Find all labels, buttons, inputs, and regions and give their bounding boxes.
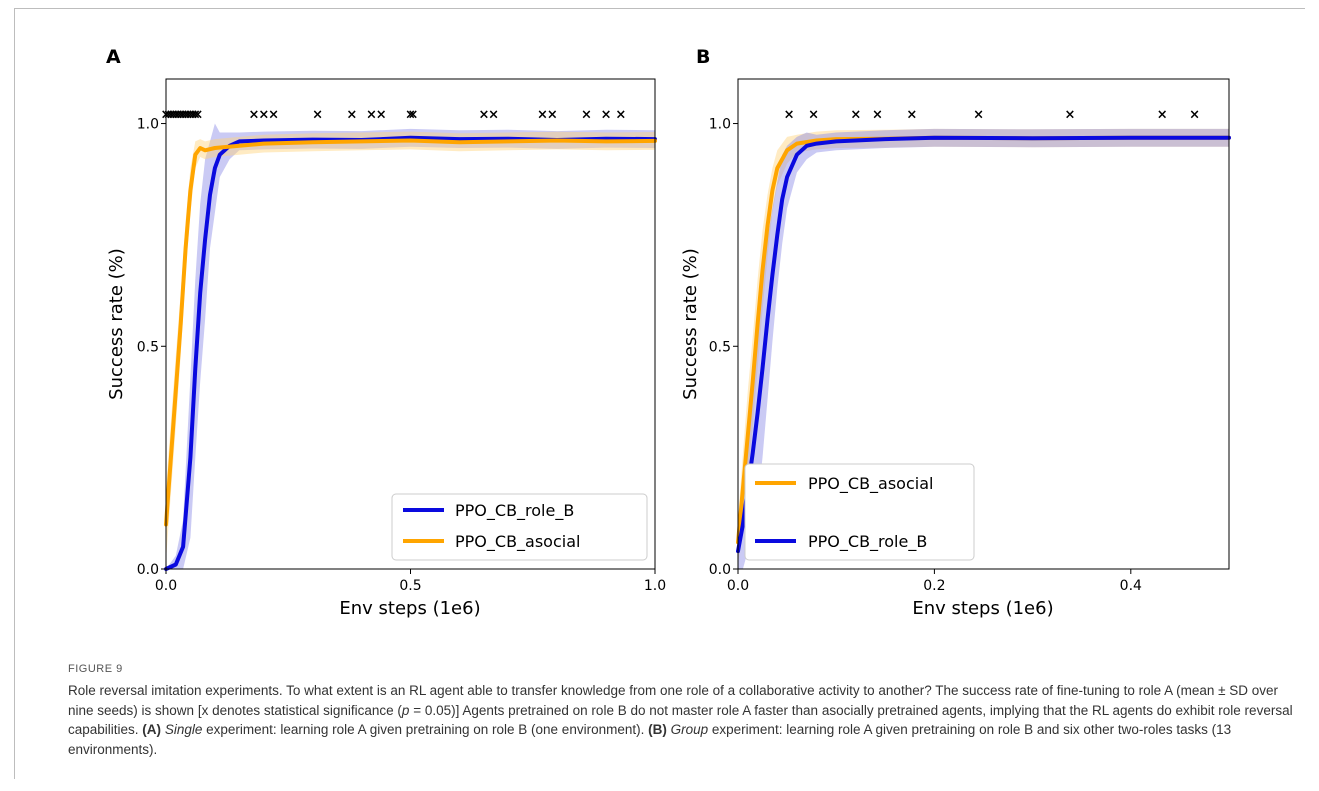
panel-b-legend-label-role-b: PPO_CB_role_B — [808, 532, 927, 552]
panel-a-y-ticks: 0.0 0.5 1.0 — [137, 117, 166, 578]
figure-caption: FIGURE 9 Role reversal imitation experim… — [68, 663, 1298, 759]
panel-b-significance-mark: × — [784, 108, 795, 123]
caption-text: Role reversal imitation experiments. To … — [68, 681, 1298, 759]
panel-a-y-tick-label: 0.0 — [137, 562, 159, 578]
panel-a-significance-mark: × — [180, 108, 191, 123]
panel-b-y-tick-label: 0.5 — [709, 339, 731, 355]
panel-a-significance-mark: × — [185, 108, 196, 123]
panel-a-x-tick-label: 1.0 — [644, 578, 666, 594]
panel-b-significance-mark: × — [808, 108, 819, 123]
panel-a-significance-mark: × — [187, 108, 198, 123]
panel-a-legend: PPO_CB_role_B PPO_CB_asocial — [391, 493, 648, 561]
panel-b-x-axis-label: Env steps (1e6) — [912, 598, 1053, 619]
panel-a-letter: A — [106, 46, 121, 68]
panel-b-significance-mark: × — [906, 108, 917, 123]
panel-a-significance-mark: × — [258, 108, 269, 123]
panel-a-significance-mark: × — [366, 108, 377, 123]
panel-b-significance-mark: × — [1189, 108, 1200, 123]
panel-a-significance-mark: × — [268, 108, 279, 123]
panel-b-axes — [737, 78, 1230, 570]
panel-a-significance-mark: × — [488, 108, 499, 123]
panel-a-significance-mark: × — [165, 108, 176, 123]
panel-b-lines — [736, 135, 1231, 554]
caption-intro: Role reversal imitation experiments. To … — [68, 683, 1279, 718]
panel-b-x-tick-label: 0.2 — [923, 578, 945, 594]
caption-a-emph: Single — [164, 722, 203, 737]
panel-a-significance-mark: × — [346, 108, 357, 123]
panel-a-significance-mark: × — [168, 108, 179, 123]
panel-a-y-axis-label: Success rate (%) — [106, 248, 127, 400]
panel-a-x-tick-label: 0.0 — [155, 578, 177, 594]
panel-a-significance-mark: × — [312, 108, 323, 123]
panel-a-x-axis-label: Env steps (1e6) — [339, 598, 480, 619]
panel-a-line-ppo-cb-asocial — [164, 138, 657, 527]
panel-a-significance-mark: × — [478, 108, 489, 123]
panel-a-significance-mark: × — [173, 108, 184, 123]
caption-b-emph: Group — [670, 722, 709, 737]
panel-a-lines — [164, 135, 657, 571]
panel-b-x-tick-label: 0.0 — [727, 578, 749, 594]
panel-b-significance-mark: × — [1157, 108, 1168, 123]
panel-a-significance-mark: × — [547, 108, 558, 123]
caption-a-tag: (A) — [142, 722, 162, 737]
panel-a-y-tick-label: 0.5 — [137, 339, 159, 355]
panel-b-y-tick-label: 1.0 — [709, 117, 731, 133]
panel-a-legend-label-role-b: PPO_CB_role_B — [455, 501, 574, 521]
panel-b-significance-marks: × × × × × × × × × — [784, 108, 1200, 123]
panel-a-significance-mark: × — [601, 108, 612, 123]
panel-a-legend-label-asocial: PPO_CB_asocial — [455, 532, 580, 552]
panel-a-significance-mark: × — [405, 108, 416, 123]
caption-p-symbol: p — [401, 702, 410, 718]
panel-b-y-ticks: 0.0 0.5 1.0 — [709, 117, 738, 578]
panel-a-significance-mark: × — [376, 108, 387, 123]
panel-b: B × × × × × × × × × 0.0 0.2 0.4 0.0 0.5 1.0 Env step… — [680, 46, 1231, 619]
panel-a-significance-mark: × — [192, 108, 203, 123]
panel-a-significance-mark: × — [407, 108, 418, 123]
panel-a-legend-box — [391, 493, 648, 561]
figure-label: FIGURE 9 — [68, 663, 123, 675]
panel-a-significance-mark: × — [178, 108, 189, 123]
panel-a-significance-mark: × — [537, 108, 548, 123]
figure-frame — [14, 8, 1305, 779]
panel-a-x-ticks: 0.0 0.5 1.0 — [155, 569, 666, 594]
panel-b-significance-mark: × — [872, 108, 883, 123]
panel-a-significance-mark: × — [249, 108, 260, 123]
panel-b-legend-label-asocial: PPO_CB_asocial — [808, 474, 933, 494]
panel-b-legend-box — [744, 463, 975, 561]
panel-a-x-tick-label: 0.5 — [399, 578, 421, 594]
panel-a: A ×××××××××××××× ××× × × ×× ×× ×× ×× × × × 0.0 0.5 1… — [106, 46, 666, 619]
caption-p-value: = 0.05)] Agents pretrained on role B do … — [68, 702, 1293, 738]
caption-b-tag: (B) — [648, 722, 667, 737]
panel-a-significance-mark: × — [183, 108, 194, 123]
caption-b-rest: experiment: learning role A given pretra… — [68, 722, 1232, 757]
caption-a-rest: experiment: learning role A given pretra… — [202, 722, 649, 737]
panel-a-significance-mark: × — [163, 108, 174, 123]
panel-b-x-ticks: 0.0 0.2 0.4 — [727, 569, 1142, 594]
panel-b-line-ppo-cb-role-b — [736, 135, 1231, 554]
panel-b-significance-mark: × — [1064, 108, 1075, 123]
panel-b-x-tick-label: 0.4 — [1120, 578, 1142, 594]
panel-a-significance-mark: × — [170, 108, 181, 123]
panel-a-significance-mark: × — [615, 108, 626, 123]
panel-b-significance-mark: × — [973, 108, 984, 123]
panel-a-y-tick-label: 1.0 — [137, 117, 159, 133]
figure-panels: A ×××××××××××××× ××× × × ×× ×× ×× ×× × × × 0.0 0.5 1… — [106, 46, 1231, 619]
panel-a-significance-mark: × — [190, 108, 201, 123]
panel-b-legend: PPO_CB_asocial PPO_CB_role_B — [744, 463, 975, 561]
panel-a-significance-mark: × — [175, 108, 186, 123]
panel-a-significance-marks: ×××××××××××××× ××× × × ×× ×× ×× ×× × × × — [161, 108, 627, 123]
panel-b-letter: B — [696, 46, 710, 68]
panel-b-y-axis-label: Success rate (%) — [680, 248, 701, 400]
panel-b-significance-mark: × — [850, 108, 861, 123]
panel-b-y-tick-label: 0.0 — [709, 562, 731, 578]
panel-a-significance-mark: × — [581, 108, 592, 123]
